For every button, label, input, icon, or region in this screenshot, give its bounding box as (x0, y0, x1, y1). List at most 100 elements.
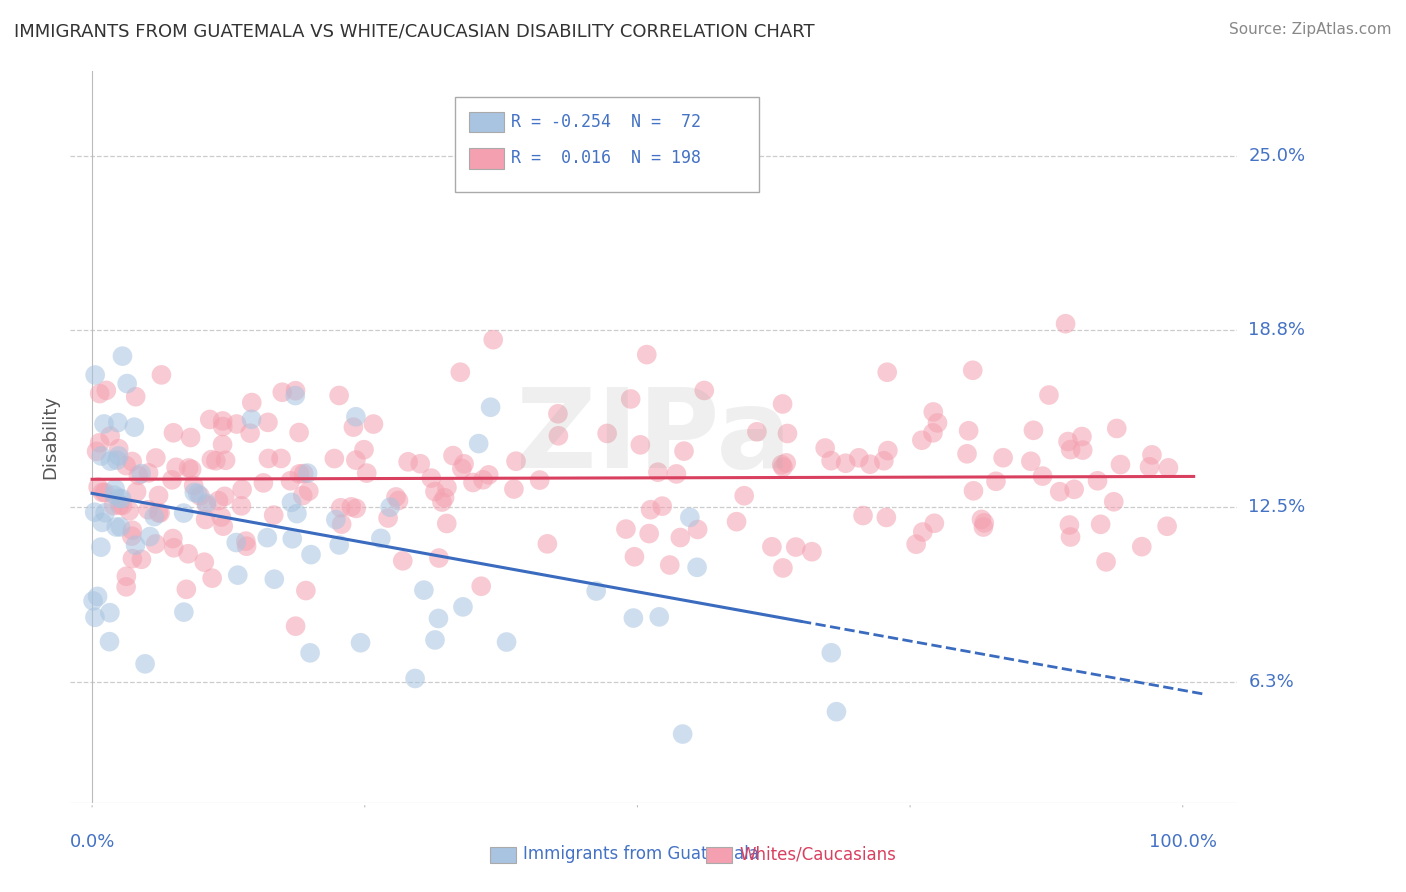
Point (90, 540, 112, 554)
Point (235, 534, 257, 549)
Text: 25.0%: 25.0% (1249, 147, 1306, 165)
Point (91, 516, 114, 530)
Point (193, 555, 215, 569)
Point (299, 548, 322, 562)
Point (329, 500, 352, 515)
Point (104, 482, 127, 496)
Point (356, 466, 378, 480)
Point (628, 438, 651, 452)
Text: 12.5%: 12.5% (1249, 499, 1306, 516)
Point (105, 520, 128, 534)
Point (957, 424, 980, 438)
Point (214, 453, 236, 467)
Point (129, 467, 152, 481)
Point (467, 436, 489, 450)
Point (772, 397, 794, 411)
Point (387, 493, 409, 508)
Point (127, 468, 149, 483)
Point (503, 482, 526, 496)
Point (377, 511, 399, 525)
Point (665, 467, 688, 481)
Point (1102, 495, 1125, 509)
Point (298, 484, 321, 499)
Point (91, 485, 114, 500)
Text: Source: ZipAtlas.com: Source: ZipAtlas.com (1229, 22, 1392, 37)
Point (165, 460, 187, 475)
Point (214, 489, 236, 503)
Point (288, 467, 311, 481)
Point (107, 416, 129, 430)
Point (231, 499, 253, 513)
Point (1059, 442, 1081, 457)
Point (138, 466, 160, 480)
Point (391, 554, 413, 568)
Point (252, 475, 274, 490)
Text: 0.0%: 0.0% (69, 833, 115, 851)
Point (1032, 469, 1054, 483)
FancyBboxPatch shape (706, 847, 733, 863)
Point (658, 558, 681, 572)
Point (378, 500, 401, 515)
Point (240, 412, 263, 426)
Point (330, 517, 353, 532)
Point (226, 568, 249, 582)
Point (86, 444, 108, 458)
Point (621, 611, 644, 625)
Point (820, 453, 842, 467)
Point (973, 516, 995, 530)
Point (453, 457, 475, 471)
Point (924, 516, 946, 531)
Point (478, 467, 501, 482)
Point (349, 636, 371, 650)
Point (441, 449, 464, 463)
Point (905, 537, 928, 551)
Text: 100.0%: 100.0% (1149, 833, 1216, 851)
Point (911, 524, 934, 539)
Point (299, 646, 322, 660)
Point (412, 583, 434, 598)
Point (118, 504, 141, 518)
Point (693, 384, 716, 398)
Point (1109, 458, 1132, 472)
Point (94, 506, 117, 520)
Point (94, 485, 117, 500)
Point (585, 584, 607, 599)
Point (1049, 484, 1071, 499)
Point (107, 442, 129, 456)
Point (451, 599, 474, 614)
Point (225, 417, 247, 431)
Point (873, 454, 896, 468)
Point (86, 590, 108, 604)
Point (427, 611, 450, 625)
Point (344, 409, 367, 424)
Point (177, 547, 200, 561)
Text: 6.3%: 6.3% (1249, 673, 1294, 690)
Point (235, 539, 257, 553)
Point (284, 619, 307, 633)
FancyBboxPatch shape (470, 112, 505, 132)
Point (240, 395, 263, 409)
Point (149, 506, 172, 520)
Point (328, 388, 350, 402)
Point (686, 523, 709, 537)
Point (344, 453, 367, 467)
Point (160, 473, 183, 487)
Text: Whites/Caucasians: Whites/Caucasians (740, 845, 896, 863)
Point (323, 451, 346, 466)
Point (1130, 540, 1153, 554)
Point (772, 561, 794, 575)
Point (814, 441, 837, 455)
Point (162, 425, 184, 440)
Point (647, 465, 669, 479)
Point (82, 594, 104, 608)
Point (150, 368, 173, 382)
Point (776, 426, 799, 441)
Point (239, 426, 262, 441)
FancyBboxPatch shape (456, 97, 759, 192)
Point (859, 457, 882, 471)
Point (263, 508, 285, 522)
Point (163, 541, 186, 555)
Point (288, 425, 311, 440)
Point (876, 443, 898, 458)
Point (100, 454, 122, 468)
